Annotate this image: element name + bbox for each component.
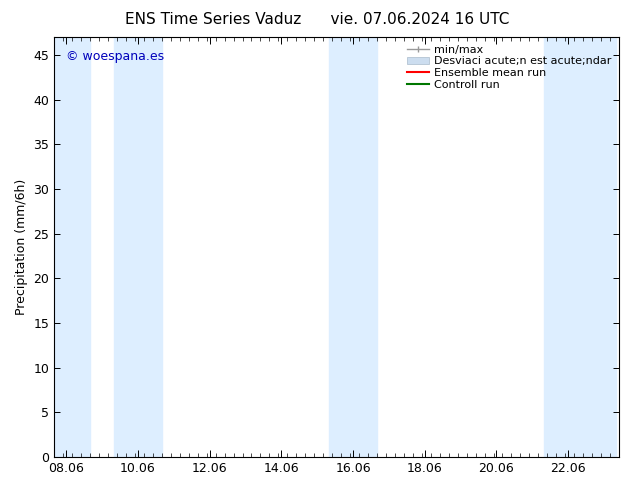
Bar: [114, 37, 162, 457]
Legend: min/max, Desviaci acute;n est acute;ndar, Ensemble mean run, Controll run: min/max, Desviaci acute;n est acute;ndar…: [405, 43, 614, 92]
Bar: [544, 37, 616, 457]
Bar: [55, 37, 90, 457]
Bar: [329, 37, 377, 457]
Text: © woespana.es: © woespana.es: [65, 49, 164, 63]
Y-axis label: Precipitation (mm/6h): Precipitation (mm/6h): [15, 179, 28, 315]
Text: ENS Time Series Vaduz      vie. 07.06.2024 16 UTC: ENS Time Series Vaduz vie. 07.06.2024 16…: [125, 12, 509, 27]
